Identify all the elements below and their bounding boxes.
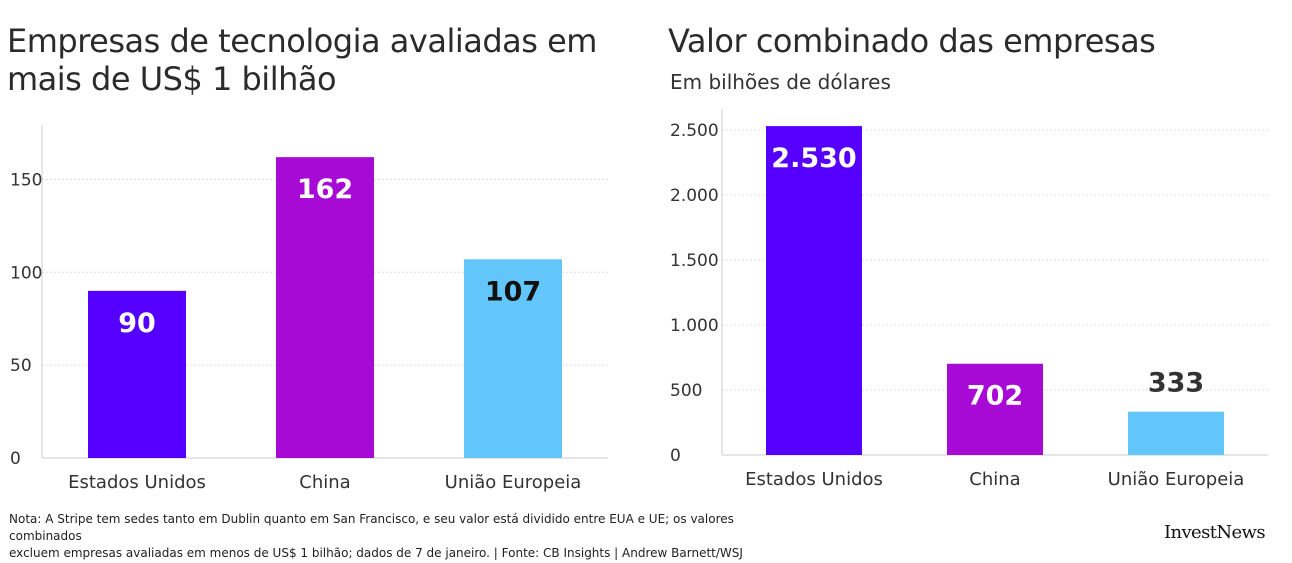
bar-chart-combined-value: 0 500 1.000 1.500 2.000 2.500 2.530 Estados Uni…: [670, 109, 1268, 490]
y-tick-label: 2.000: [670, 186, 719, 206]
y-tick-label: 0: [10, 449, 21, 469]
category-label-estados-unidos: Estados Unidos: [745, 469, 883, 490]
bar-china: [276, 157, 374, 458]
chart-title-right: Valor combinado das empresas: [668, 22, 1156, 60]
data-label-uniao-europeia: 107: [485, 276, 541, 307]
category-label-estados-unidos: Estados Unidos: [68, 472, 206, 493]
y-tick-label: 50: [10, 356, 32, 376]
y-tick-label: 1.000: [670, 316, 719, 336]
investnews-logo: InvestNews: [1163, 522, 1266, 543]
footnote-line-1: Nota: A Stripe tem sedes tanto em Dublin…: [9, 512, 734, 543]
footnote-line-2: excluem empresas avaliadas em menos de U…: [9, 546, 743, 560]
category-label-uniao-europeia: União Europeia: [445, 472, 582, 493]
y-tick-label: 500: [670, 381, 702, 401]
y-tick-label: 150: [10, 170, 42, 190]
chart-title-left: Empresas de tecnologia avaliadas em mais…: [7, 22, 597, 98]
footnote: Nota: A Stripe tem sedes tanto em Dublin…: [9, 511, 799, 562]
y-tick-label: 1.500: [670, 251, 719, 271]
bar-estados-unidos: [766, 126, 862, 455]
data-label-estados-unidos: 2.530: [771, 143, 856, 174]
data-label-china: 162: [297, 174, 353, 205]
data-label-china: 702: [967, 381, 1023, 412]
bar-estados-unidos: [88, 290, 186, 458]
y-tick-label: 100: [10, 263, 42, 283]
y-tick-label: 2.500: [670, 121, 719, 141]
data-label-uniao-europeia: 333: [1148, 368, 1204, 399]
data-label-estados-unidos: 90: [118, 308, 156, 339]
category-label-china: China: [299, 472, 350, 493]
bar-china: [947, 363, 1043, 455]
y-tick-label: 0: [670, 446, 681, 466]
category-label-china: China: [969, 469, 1020, 490]
bar-uniao-europeia: [1128, 411, 1224, 455]
bar-chart-companies-count: 0 50 100 150 90 Estados Unidos 162 China 107 Uniã…: [10, 125, 608, 493]
chart-subtitle-right: Em bilhões de dólares: [670, 70, 891, 94]
category-label-uniao-europeia: União Europeia: [1108, 469, 1245, 490]
bar-uniao-europeia: [464, 259, 562, 458]
